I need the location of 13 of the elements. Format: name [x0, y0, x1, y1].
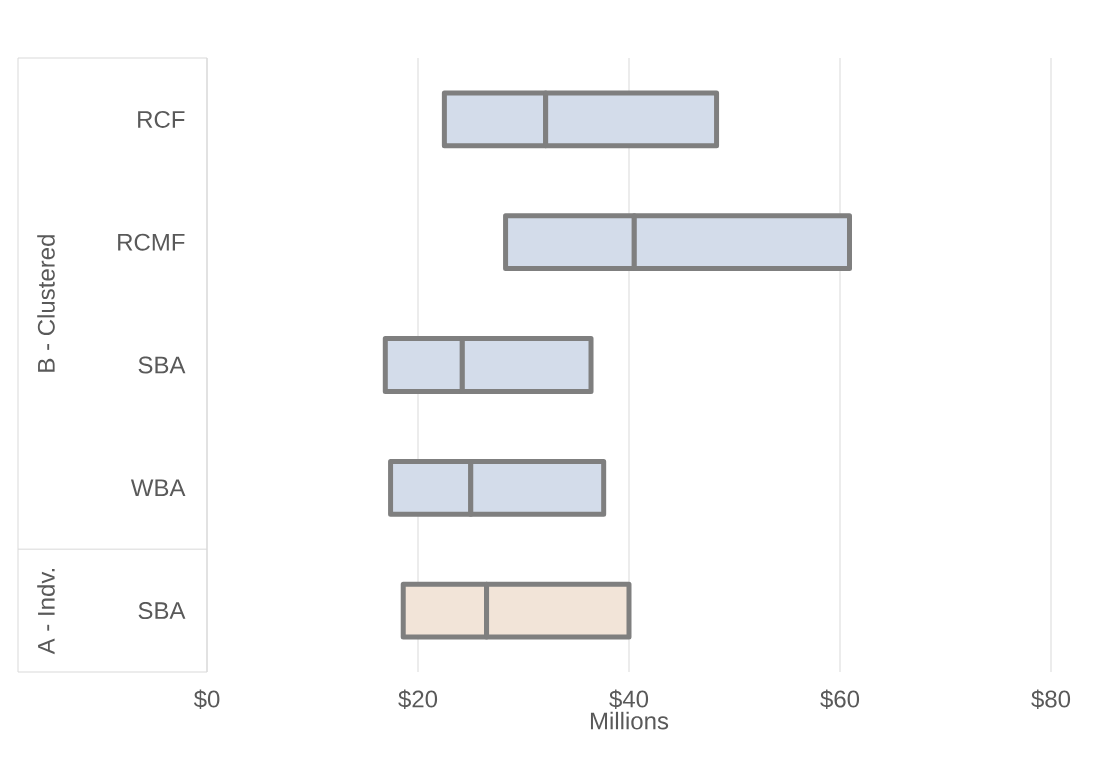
x-tick-label: $80	[1031, 689, 1071, 709]
y-tick-label: RCMF	[118, 233, 185, 251]
y-tick-label: SBA	[138, 356, 186, 374]
y-tick-label: SBA	[138, 602, 186, 620]
x-tick-label: $0	[193, 689, 220, 709]
text: A - Indv.	[37, 568, 55, 655]
y-tick-label: RCF	[138, 110, 185, 128]
y-tick-label: WBA	[130, 479, 186, 497]
text: B - Clustered	[37, 235, 55, 372]
x-tick-label: $40	[609, 689, 649, 709]
x-axis-title: Millions	[590, 711, 669, 730]
x-tick-label: $60	[820, 689, 860, 709]
x-tick-label: $20	[398, 689, 438, 709]
